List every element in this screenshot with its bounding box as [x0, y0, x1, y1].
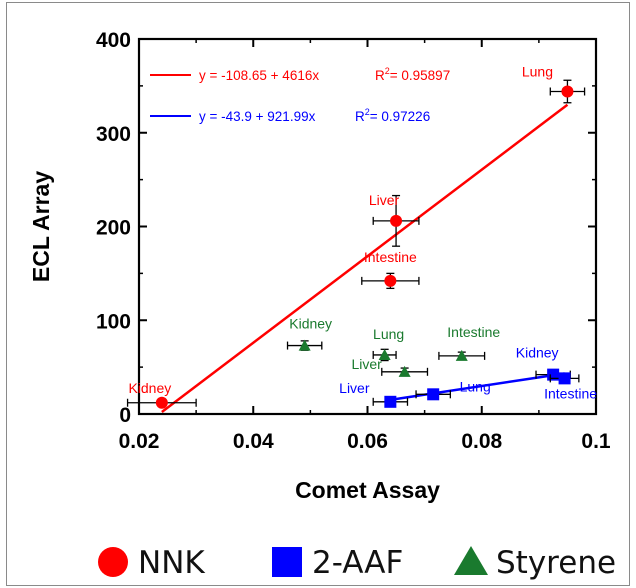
- nnk-marker: [561, 85, 574, 98]
- 2-aaf-equation: y = -43.9 + 921.99x: [199, 109, 316, 124]
- styrene-point-label: Liver: [351, 356, 382, 372]
- nnk-point: Lung: [522, 64, 586, 104]
- x-tick-label: 0.02: [119, 430, 160, 453]
- y-tick-label: 300: [96, 123, 131, 146]
- 2-aaf-point-label: Kidney: [516, 345, 559, 361]
- legend-label: Styrene: [496, 545, 616, 581]
- 2-aaf-marker: [558, 372, 571, 385]
- nnk-r-squared: R2= 0.95897: [375, 66, 450, 83]
- styrene-point: Lung: [372, 326, 404, 362]
- 2-aaf-point-label: Liver: [339, 380, 370, 396]
- styrene-marker: [455, 349, 468, 361]
- legend-marker: [454, 546, 488, 575]
- 2-aaf-marker: [427, 388, 440, 401]
- nnk-point: Kidney: [126, 380, 197, 409]
- x-tick-label: 0.1: [581, 430, 611, 453]
- nnk-equation: y = -108.65 + 4616x: [199, 68, 319, 83]
- styrene-point-label: Intestine: [447, 324, 500, 340]
- legend-item-nnk: NNK: [98, 545, 205, 581]
- x-axis-title: Comet Assay: [295, 477, 440, 503]
- legend-marker: [272, 547, 302, 577]
- styrene-point-label: Lung: [373, 326, 404, 342]
- y-tick-label: 0: [119, 404, 131, 427]
- 2-aaf-point-label: Lung: [460, 378, 491, 394]
- y-tick-label: 100: [96, 310, 131, 333]
- 2-aaf-point: Liver: [339, 380, 409, 408]
- nnk-point-label: Intestine: [364, 249, 417, 265]
- nnk-point: Intestine: [361, 249, 420, 290]
- 2-aaf-marker: [384, 395, 397, 408]
- styrene-point: Kidney: [286, 316, 332, 351]
- 2-aaf-point: Lung: [415, 378, 491, 401]
- 2-aaf-point: Intestine: [544, 372, 597, 401]
- styrene-point: Liver: [351, 356, 429, 377]
- nnk-marker: [155, 396, 168, 409]
- y-axis-title: ECL Array: [28, 171, 54, 282]
- nnk-point-label: Kidney: [128, 380, 171, 396]
- legend-label: NNK: [138, 545, 205, 581]
- x-tick-label: 0.08: [461, 430, 502, 453]
- legend-item-styrene: Styrene: [454, 545, 616, 581]
- styrene-marker: [298, 339, 311, 351]
- styrene-point: Intestine: [438, 324, 500, 361]
- x-tick-label: 0.06: [347, 430, 388, 453]
- nnk-marker: [390, 214, 403, 227]
- nnk-point-label: Lung: [522, 64, 553, 80]
- nnk-point-label: Liver: [369, 192, 400, 208]
- y-tick-label: 400: [96, 29, 131, 52]
- 2-aaf-point-label: Intestine: [544, 385, 597, 401]
- nnk-fit-line: [161, 103, 569, 413]
- legend-label: 2-AAF: [312, 545, 403, 581]
- y-tick-label: 200: [96, 217, 131, 240]
- legend-marker: [98, 547, 128, 577]
- nnk-marker: [384, 274, 397, 287]
- x-tick-label: 0.04: [233, 430, 274, 453]
- styrene-point-label: Kidney: [289, 316, 332, 332]
- styrene-marker: [398, 365, 411, 377]
- legend-item-2-aaf: 2-AAF: [272, 545, 403, 581]
- styrene-marker: [378, 348, 391, 360]
- 2-aaf-r-squared: R2= 0.97226: [355, 107, 430, 124]
- nnk-point: Liver: [369, 192, 420, 247]
